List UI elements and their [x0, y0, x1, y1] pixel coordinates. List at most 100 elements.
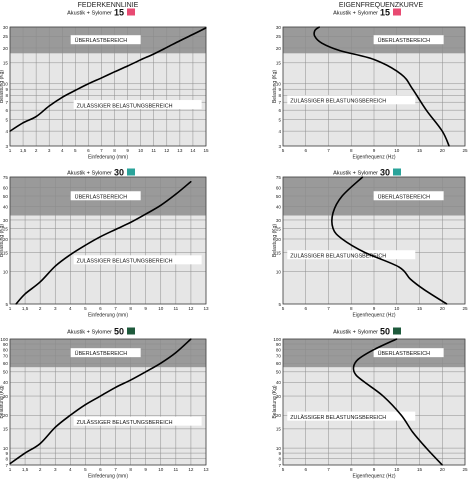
badge-swatch [127, 327, 135, 335]
data-point [446, 303, 448, 305]
y-tick-label: 9 [5, 451, 8, 456]
y-axis-label: Belastung (Kg) [0, 224, 5, 257]
data-point [409, 278, 411, 280]
plot-frame [282, 176, 466, 305]
y-tick-label: 10 [3, 82, 9, 87]
plot-frame [9, 26, 207, 147]
data-point [54, 426, 56, 428]
x-tick-label: 6 [304, 306, 307, 311]
data-point [341, 195, 343, 197]
data-point [332, 227, 334, 230]
x-tick-label: 8 [350, 306, 353, 311]
y-tick-label: 8 [278, 93, 281, 98]
allowed-label-box [73, 100, 202, 110]
data-point [396, 338, 398, 340]
x-tick-label: 11 [173, 306, 178, 311]
x-tick-label: 15 [203, 148, 209, 153]
series-line [9, 27, 207, 132]
x-tick-label: 5 [84, 467, 87, 472]
x-tick-label: 15 [417, 467, 423, 472]
y-tick-label: 100 [273, 337, 281, 342]
data-point [423, 288, 425, 291]
data-point [357, 358, 359, 361]
allowed-label: ZULÄSSIGER BELASTUNGSBEREICH [77, 102, 173, 109]
data-point [412, 431, 414, 433]
y-tick-label: 100 [0, 337, 8, 342]
data-point [140, 59, 142, 61]
data-point [130, 379, 132, 381]
data-point [9, 130, 11, 132]
y-tick-label: 10 [3, 269, 9, 274]
x-tick-label: 6 [99, 467, 102, 472]
x-tick-label: 12 [188, 306, 194, 311]
y-tick-label: 5 [278, 302, 281, 307]
y-tick-label: 30 [3, 394, 9, 399]
y-tick-label: 70 [3, 354, 9, 359]
y-tick-label: 10 [276, 82, 282, 87]
x-tick-label: 25 [462, 467, 468, 472]
x-tick-label: 25 [462, 148, 468, 153]
y-tick-label: 7 [278, 463, 281, 468]
allowed-zone [10, 53, 206, 146]
x-tick-label: 20 [440, 467, 446, 472]
x-tick-label: 4 [69, 306, 72, 311]
y-tick-label: 75 [3, 175, 9, 180]
data-point [99, 236, 102, 238]
data-point [99, 395, 102, 397]
x-tick-label: 2 [35, 148, 38, 153]
y-axis-label: Belastung (Kg) [0, 70, 5, 103]
data-point [190, 180, 192, 183]
allowed-label: ZULÄSSIGER BELASTUNGSBEREICH [290, 253, 386, 260]
x-tick-label: 10 [394, 467, 400, 472]
data-point [400, 73, 402, 75]
x-tick-label: 25 [462, 306, 468, 311]
allowed-label-box [287, 411, 416, 421]
allowed-zone [10, 367, 206, 465]
y-tick-label: 80 [276, 347, 282, 352]
data-point [332, 212, 334, 214]
y-tick-label: 20 [276, 46, 282, 51]
data-point [205, 27, 207, 29]
y-tick-label: 5 [5, 302, 8, 307]
data-point [425, 109, 427, 111]
badge-number: 15 [114, 8, 124, 18]
y-tick-label: 15 [276, 250, 282, 255]
data-point [145, 371, 147, 373]
data-point [412, 88, 414, 90]
badge-number: 30 [380, 168, 390, 178]
y-tick-label: 60 [3, 185, 9, 190]
badge-swatch [393, 168, 401, 176]
data-point [114, 228, 117, 231]
y-tick-label: 50 [3, 370, 9, 375]
y-tick-label: 4 [5, 129, 8, 134]
overload-label-box [70, 348, 141, 358]
y-axis-label: Belastung (Kg) [272, 385, 278, 418]
data-point [24, 452, 26, 454]
data-point [74, 89, 76, 91]
overload-label-box [70, 35, 141, 45]
y-tick-label: 30 [276, 394, 282, 399]
data-point [190, 338, 192, 340]
data-point [425, 447, 427, 449]
badge-swatch [393, 327, 401, 335]
x-tick-label: 7 [327, 306, 330, 311]
overload-label-box [373, 348, 444, 358]
data-point [382, 395, 384, 397]
y-tick-label: 5 [278, 117, 281, 122]
x-tick-label: 8 [129, 306, 132, 311]
overload-label: ÜBERLASTBEREICH [75, 193, 128, 200]
data-point [175, 193, 177, 195]
data-point [84, 404, 86, 406]
x-tick-label: 9 [373, 467, 376, 472]
allowed-label: ZULÄSSIGER BELASTUNGSBEREICH [77, 258, 173, 265]
x-tick-label: 7 [114, 306, 117, 311]
x-tick-label: 12 [164, 148, 170, 153]
x-tick-label: 10 [394, 148, 400, 153]
data-point [373, 58, 375, 61]
data-point [160, 362, 162, 364]
overload-label-box [373, 35, 444, 45]
data-point [100, 77, 103, 79]
x-tick-label: 8 [129, 467, 132, 472]
data-point [314, 29, 316, 32]
